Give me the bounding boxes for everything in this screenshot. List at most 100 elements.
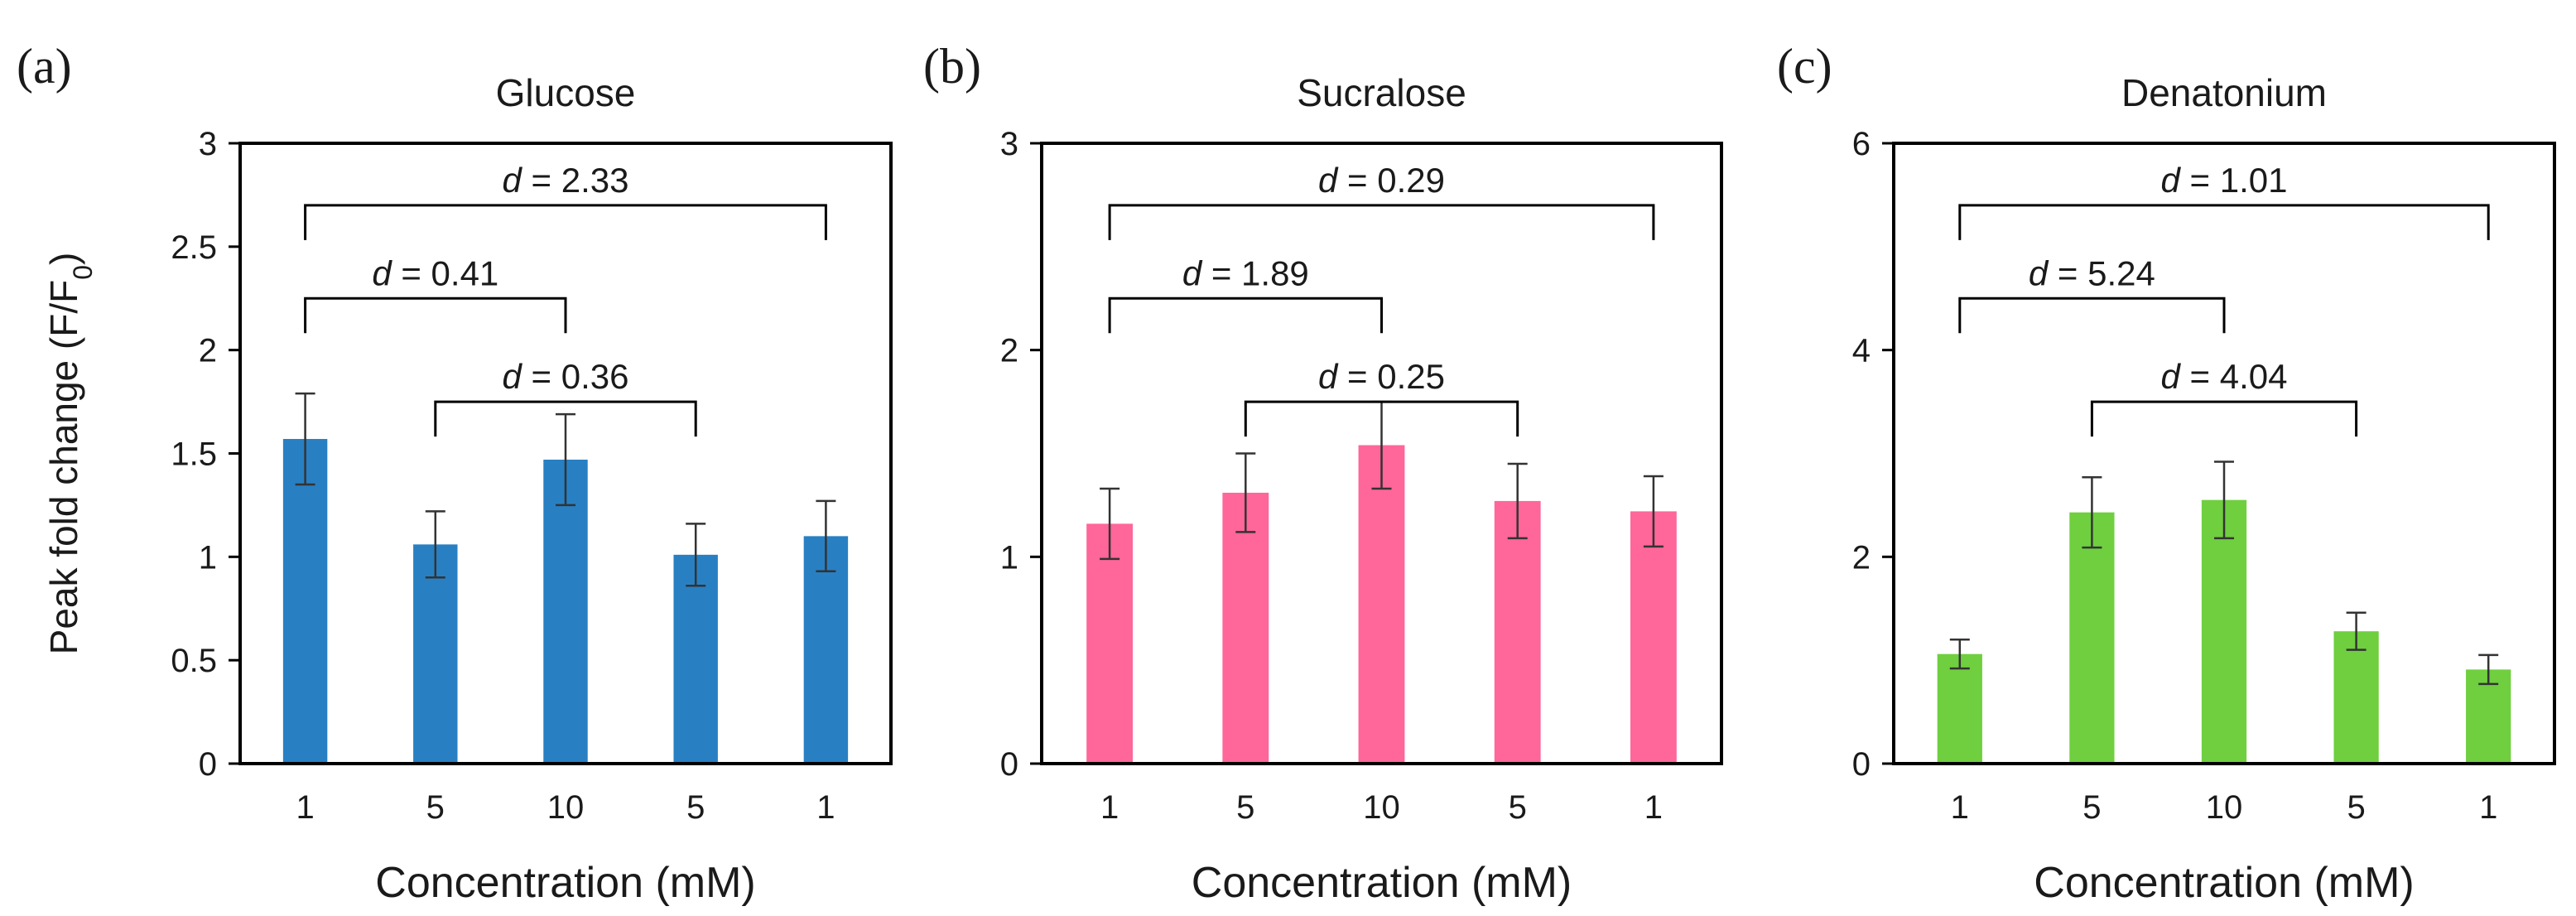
effect-size-symbol: d — [503, 161, 523, 200]
y-tick-label: 1 — [199, 539, 217, 576]
x-axis-label: Concentration (mM) — [1192, 859, 1572, 907]
effect-size-label: d = 0.36 — [503, 357, 629, 396]
x-tick-label: 1 — [2479, 789, 2497, 826]
chart-title: Denatonium — [2121, 71, 2327, 114]
bar — [2333, 631, 2379, 764]
x-tick-label: 1 — [1100, 789, 1119, 826]
plot-frame — [1892, 142, 2556, 765]
x-tick-label: 5 — [1236, 789, 1254, 826]
bar — [413, 544, 458, 764]
bar — [282, 439, 328, 764]
bar — [1937, 653, 1982, 764]
x-tick-label: 5 — [2082, 789, 2101, 826]
y-tick-label: 1 — [1000, 539, 1018, 576]
x-tick-label: 10 — [2206, 789, 2243, 826]
x-axis-label: Concentration (mM) — [2034, 859, 2414, 907]
effect-size-value: = 0.36 — [522, 357, 629, 396]
bar — [1358, 445, 1405, 764]
effect-size-label: d = 4.04 — [2161, 357, 2288, 396]
effect-size-bracket — [434, 400, 697, 437]
effect-size-bracket — [1244, 400, 1519, 437]
bar — [543, 459, 588, 764]
x-tick-label: 1 — [1951, 789, 1969, 826]
bar — [1086, 523, 1134, 764]
effect-size-bracket — [2090, 400, 2358, 437]
y-axis-label-main: Peak fold change (F/F — [42, 280, 85, 655]
x-tick-label: 5 — [2347, 789, 2365, 826]
effect-size-label: d = 0.29 — [1318, 161, 1445, 200]
effect-size-label: d = 1.89 — [1182, 253, 1309, 292]
effect-size-symbol: d — [1182, 253, 1203, 292]
effect-size-symbol: d — [372, 253, 392, 292]
effect-size-value: = 1.01 — [2180, 161, 2288, 200]
panel-label: (b) — [923, 39, 981, 94]
y-axis-label: Peak fold change (F/F0) — [42, 253, 98, 655]
panel-label: (c) — [1777, 39, 1832, 94]
bar — [1630, 511, 1677, 764]
plot-frame — [1040, 142, 1723, 765]
y-tick-label: 2 — [1852, 539, 1871, 576]
x-tick-label: 1 — [816, 789, 835, 826]
y-tick-label: 2.5 — [171, 229, 217, 266]
effect-size-symbol: d — [1318, 357, 1339, 396]
y-tick-label: 4 — [1852, 333, 1871, 369]
effect-size-value: = 2.33 — [522, 161, 629, 200]
effect-size-value: = 1.89 — [1201, 253, 1309, 292]
bar — [673, 554, 718, 764]
y-tick-label: 0.5 — [171, 643, 217, 679]
x-tick-label: 1 — [1644, 789, 1663, 826]
bar — [2201, 499, 2247, 764]
effect-size-bracket — [1958, 204, 2490, 240]
bar — [2466, 669, 2511, 764]
y-axis-label-close: ) — [42, 253, 85, 265]
bar — [1222, 492, 1269, 764]
effect-size-label: d = 1.01 — [2161, 161, 2288, 200]
panel-label: (a) — [17, 39, 72, 94]
x-tick-label: 5 — [686, 789, 705, 826]
y-tick-label: 1.5 — [171, 436, 217, 473]
y-tick-label: 0 — [1852, 746, 1871, 783]
x-tick-label: 10 — [1363, 789, 1400, 826]
effect-size-symbol: d — [1318, 161, 1339, 200]
y-axis-label-subscript: 0 — [68, 265, 98, 280]
effect-size-value: = 0.29 — [1337, 161, 1445, 200]
effect-size-bracket — [304, 204, 827, 240]
effect-size-bracket — [304, 296, 567, 334]
y-tick-label: 2 — [1000, 333, 1018, 369]
y-tick-label: 2 — [199, 333, 217, 369]
effect-size-symbol: d — [503, 357, 523, 396]
effect-size-value: = 0.25 — [1337, 357, 1445, 396]
effect-size-label: d = 0.41 — [372, 253, 498, 292]
y-tick-label: 3 — [1000, 126, 1018, 162]
x-tick-label: 5 — [426, 789, 445, 826]
y-tick-label: 6 — [1852, 126, 1871, 162]
effect-size-bracket — [1108, 296, 1383, 334]
effect-size-value: = 5.24 — [2048, 253, 2155, 292]
y-tick-label: 0 — [1000, 746, 1018, 783]
bar — [2069, 512, 2115, 764]
bar — [1494, 500, 1541, 764]
effect-size-bracket — [1108, 204, 1655, 240]
effect-size-bracket — [1958, 296, 2226, 334]
y-tick-label: 3 — [199, 126, 217, 162]
x-tick-label: 5 — [1509, 789, 1527, 826]
effect-size-symbol: d — [2161, 161, 2182, 200]
chart-title: Glucose — [496, 71, 636, 114]
effect-size-symbol: d — [2161, 357, 2182, 396]
effect-size-label: d = 5.24 — [2029, 253, 2155, 292]
chart-title: Sucralose — [1297, 71, 1466, 114]
y-tick-label: 0 — [199, 746, 217, 783]
effect-size-label: d = 2.33 — [503, 161, 629, 200]
x-tick-label: 10 — [547, 789, 585, 826]
x-tick-label: 1 — [296, 789, 314, 826]
bar — [803, 536, 849, 764]
x-axis-label: Concentration (mM) — [375, 859, 755, 907]
effect-size-label: d = 0.25 — [1318, 357, 1445, 396]
effect-size-symbol: d — [2029, 253, 2049, 292]
effect-size-value: = 4.04 — [2180, 357, 2288, 396]
effect-size-value: = 0.41 — [392, 253, 499, 292]
